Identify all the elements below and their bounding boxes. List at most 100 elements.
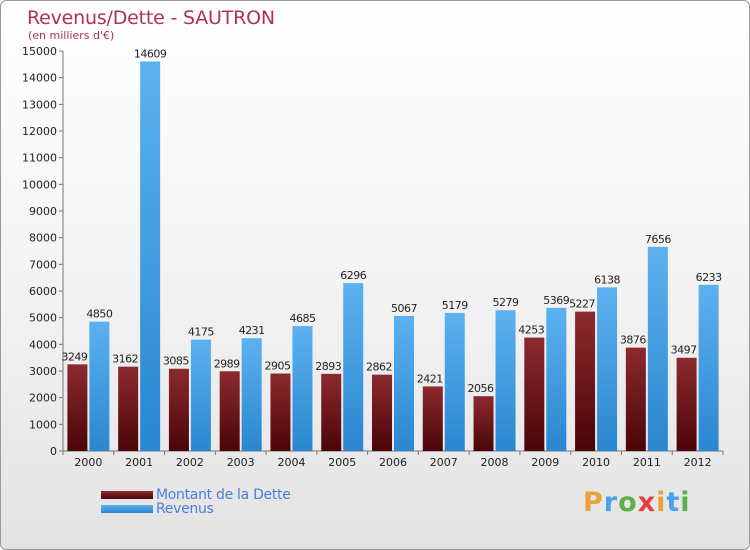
data-label: 3162 bbox=[112, 353, 138, 366]
x-tick-label: 2012 bbox=[684, 456, 712, 469]
dette-bar bbox=[676, 357, 697, 451]
data-label: 3249 bbox=[61, 350, 87, 363]
legend-label-dette: Montant de la Dette bbox=[156, 487, 291, 503]
chart-subtitle: (en milliers d'€) bbox=[28, 29, 115, 42]
data-label: 2862 bbox=[366, 361, 392, 374]
data-label: 5227 bbox=[569, 298, 595, 311]
data-label: 5179 bbox=[442, 299, 468, 312]
data-label: 2905 bbox=[264, 360, 290, 373]
logo-letter: x bbox=[637, 487, 657, 518]
legend-swatch-dette bbox=[101, 491, 153, 499]
revenus-bar bbox=[343, 283, 364, 451]
data-label: 5369 bbox=[543, 294, 569, 307]
x-tick-label: 2007 bbox=[430, 456, 458, 469]
data-label: 3085 bbox=[163, 355, 189, 368]
y-tick-label: 14000 bbox=[22, 72, 57, 85]
dette-bar bbox=[270, 373, 291, 451]
data-label: 3497 bbox=[671, 344, 697, 357]
bars bbox=[67, 61, 719, 451]
data-label: 6233 bbox=[696, 271, 722, 284]
revenus-bar bbox=[546, 307, 567, 451]
dette-bar bbox=[168, 368, 189, 451]
dette-bar bbox=[524, 337, 545, 451]
x-tick-label: 2000 bbox=[74, 456, 102, 469]
x-tick-label: 2002 bbox=[176, 456, 204, 469]
revenus-bar bbox=[190, 339, 211, 451]
legend-swatch-revenus bbox=[101, 505, 153, 513]
logo-letter: i bbox=[656, 487, 667, 518]
dette-bar bbox=[321, 373, 342, 451]
dette-bar bbox=[118, 366, 139, 451]
dette-bar bbox=[219, 371, 240, 451]
data-label: 14609 bbox=[134, 47, 167, 60]
data-label: 3876 bbox=[620, 334, 646, 347]
revenus-bar bbox=[394, 315, 414, 451]
x-tick-label: 2001 bbox=[125, 456, 153, 469]
logo-letter: r bbox=[603, 487, 619, 518]
data-labels: 3249 4850 3162 14609 3085 4175 2989 4231 2905 468… bbox=[61, 47, 722, 395]
data-label: 4850 bbox=[86, 308, 112, 321]
x-tick-label: 2005 bbox=[328, 456, 356, 469]
dette-bar bbox=[575, 311, 596, 451]
data-label: 2421 bbox=[417, 372, 443, 385]
data-label: 6138 bbox=[594, 273, 620, 286]
logo-letter: t bbox=[666, 487, 681, 518]
x-tick-label: 2010 bbox=[582, 456, 610, 469]
revenus-bar bbox=[444, 312, 465, 451]
logo-letter: P bbox=[583, 487, 604, 518]
revenus-bar bbox=[140, 61, 161, 451]
y-tick-label: 0 bbox=[50, 445, 57, 458]
legend-item-dette: Montant de la Dette bbox=[101, 487, 291, 503]
y-tick-label: 13000 bbox=[22, 98, 57, 111]
chart-title: Revenus/Dette - SAUTRON bbox=[27, 7, 275, 29]
data-label: 2893 bbox=[315, 360, 341, 373]
y-tick-label: 7000 bbox=[29, 258, 57, 271]
y-tick-label: 8000 bbox=[29, 232, 57, 245]
revenus-bar bbox=[597, 287, 618, 451]
dette-bar bbox=[372, 374, 392, 451]
data-label: 5279 bbox=[493, 296, 519, 309]
legend-label-revenus: Revenus bbox=[156, 501, 214, 517]
revenus-bar bbox=[89, 321, 110, 451]
revenus-bar bbox=[241, 338, 262, 451]
y-tick-label: 2000 bbox=[29, 392, 57, 405]
revenus-bar bbox=[292, 326, 313, 451]
x-tick-label: 2009 bbox=[531, 456, 559, 469]
x-tick-label: 2008 bbox=[481, 456, 509, 469]
x-tick-label: 2011 bbox=[633, 456, 661, 469]
data-label: 4253 bbox=[518, 324, 544, 337]
logo-letter: i bbox=[680, 487, 691, 518]
data-label: 2056 bbox=[468, 382, 494, 395]
data-label: 4175 bbox=[188, 326, 214, 339]
dette-bar bbox=[67, 364, 88, 451]
y-tick-label: 15000 bbox=[22, 45, 57, 58]
y-tick-label: 6000 bbox=[29, 285, 57, 298]
data-label: 4685 bbox=[289, 312, 315, 325]
logo-letter: o bbox=[618, 487, 638, 518]
x-tick-label: 2003 bbox=[227, 456, 255, 469]
x-tick-label: 2006 bbox=[379, 456, 407, 469]
y-tick-label: 10000 bbox=[22, 178, 57, 191]
data-label: 6296 bbox=[340, 269, 366, 282]
data-label: 7656 bbox=[645, 233, 671, 246]
y-tick-label: 12000 bbox=[22, 125, 57, 138]
proxiti-logo: Proxiti bbox=[583, 487, 691, 518]
y-tick-label: 1000 bbox=[29, 418, 57, 431]
revenus-bar bbox=[698, 284, 719, 451]
y-tick-label: 5000 bbox=[29, 312, 57, 325]
data-label: 4231 bbox=[239, 324, 265, 337]
dette-bar bbox=[473, 396, 494, 451]
revenus-bar bbox=[495, 310, 516, 451]
revenus-bar bbox=[647, 246, 668, 451]
dette-bar bbox=[625, 347, 646, 451]
y-tick-label: 4000 bbox=[29, 338, 57, 351]
legend-item-revenus: Revenus bbox=[101, 501, 214, 517]
data-label: 5067 bbox=[391, 302, 417, 315]
y-tick-label: 9000 bbox=[29, 205, 57, 218]
x-tick-label: 2004 bbox=[277, 456, 305, 469]
dette-bar bbox=[422, 386, 443, 451]
y-tick-label: 11000 bbox=[22, 152, 57, 165]
data-label: 2989 bbox=[214, 357, 240, 370]
